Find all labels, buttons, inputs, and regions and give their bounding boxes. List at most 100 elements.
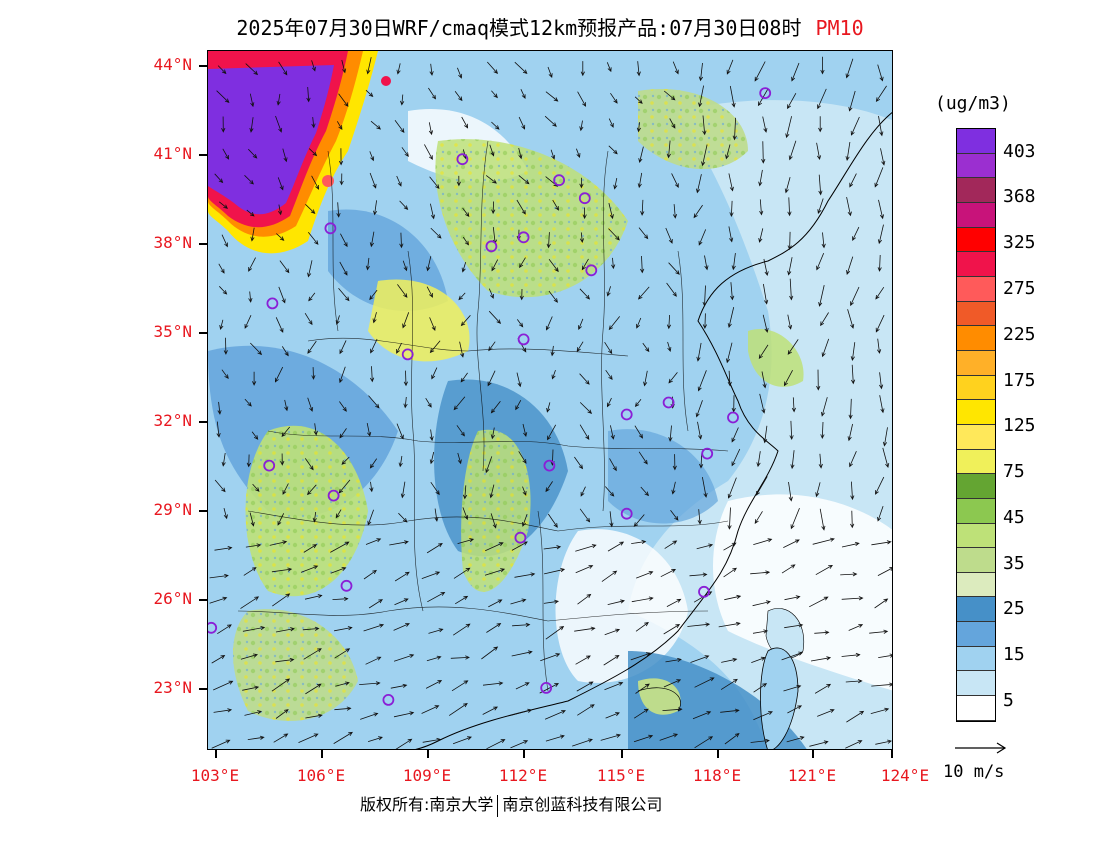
wind-arrow-icon: [789, 278, 794, 301]
wind-arrow-icon: [604, 628, 621, 636]
wind-arrow-icon: [877, 64, 884, 82]
city-marker-icon: [456, 153, 469, 166]
wind-arrow-icon: [311, 175, 320, 190]
wind-arrow-icon: [543, 545, 562, 550]
wind-arrow-icon: [696, 174, 702, 194]
wind-arrow-icon: [877, 505, 884, 522]
wind-arrow-icon: [817, 709, 835, 717]
wind-arrow-icon: [575, 655, 591, 665]
wind-arrow-icon: [396, 175, 402, 187]
color-scale-segment: [957, 252, 995, 277]
lon-label: 124°E: [880, 766, 930, 785]
wind-arrow-icon: [522, 423, 528, 437]
wind-arrow-icon: [427, 591, 446, 603]
wind-arrow-icon: [428, 628, 444, 634]
wind-arrow-icon: [605, 712, 620, 719]
wind-arrow-icon: [548, 290, 558, 303]
wind-arrow-icon: [396, 342, 402, 354]
wind-arrow-icon: [610, 425, 615, 440]
wind-arrow-icon: [730, 282, 735, 301]
wind-arrow-icon: [579, 177, 584, 189]
wind-arrow-icon: [607, 541, 625, 552]
color-scale-segment: [957, 622, 995, 647]
wind-arrow-icon: [304, 458, 314, 471]
city-marker-icon: [553, 174, 566, 187]
wind-arrow-icon: [694, 677, 715, 688]
wind-arrow-icon: [218, 263, 225, 274]
wind-arrow-icon: [330, 541, 350, 553]
wind-arrow-icon: [642, 342, 650, 353]
wind-arrow-icon: [490, 513, 497, 529]
lon-label: 103°E: [190, 766, 240, 785]
wind-arrow-icon: [339, 401, 347, 412]
legend-level: 275: [1003, 278, 1036, 299]
wind-arrow-icon: [663, 90, 676, 101]
wind-arrow-icon: [488, 341, 496, 352]
wind-arrow-icon: [845, 58, 854, 79]
wind-arrow-icon: [547, 513, 558, 528]
wind-arrow-icon: [462, 207, 470, 218]
wind-arrow-icon: [366, 423, 372, 437]
wind-arrow-icon: [367, 509, 374, 526]
city-marker-icon: [514, 531, 527, 544]
wind-arrow-icon: [816, 369, 821, 391]
wind-arrow-icon: [689, 572, 708, 577]
wind-arrow-icon: [489, 144, 495, 157]
wind-arrow-icon: [852, 226, 860, 242]
wind-arrow-icon: [518, 147, 523, 160]
wind-arrow-icon: [696, 342, 702, 362]
map-title: 2025年07月30日WRF/cmaq模式12km预报产品:07月30日08时 P…: [0, 12, 1100, 41]
wind-arrow-icon: [821, 232, 826, 249]
wind-arrow-icon: [393, 623, 410, 631]
city-marker-icon: [266, 297, 279, 310]
wind-arrow-icon: [847, 309, 855, 329]
lat-tick: [199, 421, 207, 423]
wind-arrow-icon: [426, 286, 433, 298]
lat-label: 38°N: [153, 233, 192, 252]
wind-arrow-icon: [369, 481, 374, 493]
wind-arrow-icon: [452, 736, 472, 745]
wind-arrow-icon: [217, 401, 222, 415]
wind-arrow-icon: [510, 598, 527, 605]
color-scale-segment: [957, 202, 995, 228]
wind-arrow-icon: [275, 366, 284, 383]
legend-level: 15: [1003, 644, 1025, 665]
wind-arrow-icon: [604, 341, 613, 355]
lon-label: 118°E: [692, 766, 742, 785]
lon-label: 112°E: [498, 766, 548, 785]
wind-arrow-icon: [754, 511, 763, 524]
wind-arrow-icon: [393, 654, 415, 662]
color-scale-segment: [957, 375, 995, 401]
wind-arrow-icon: [666, 598, 682, 607]
wind-arrow-icon: [727, 370, 732, 387]
wind-arrow-icon: [272, 593, 291, 607]
wind-arrow-icon: [306, 86, 311, 103]
wind-arrow-icon: [759, 199, 764, 216]
wind-arrow-icon: [545, 481, 553, 493]
wind-arrow-icon: [871, 540, 892, 546]
wind-arrow-icon: [338, 288, 350, 302]
wind-arrow-icon: [338, 479, 351, 494]
wind-arrow-icon: [663, 624, 681, 635]
city-markers: [208, 87, 772, 706]
wind-arrow-icon: [638, 227, 649, 240]
wind-arrow-icon: [396, 423, 404, 440]
city-marker-icon: [485, 240, 498, 253]
wind-arrow-icon: [878, 199, 884, 220]
wind-arrow-icon: [360, 712, 379, 720]
wind-arrow-icon: [428, 87, 437, 100]
wind-arrow-icon: [810, 656, 832, 662]
city-marker-icon: [340, 579, 353, 592]
wind-arrow-icon: [630, 652, 651, 661]
wind-arrow-icon: [576, 341, 584, 352]
wind-arrow-icon: [221, 234, 228, 248]
wind-arrow-icon: [878, 115, 884, 137]
wind-arrow-icon: [845, 679, 863, 684]
wind-arrow-icon: [490, 400, 501, 414]
wind-arrow-icon: [487, 370, 496, 387]
wind-arrow-icon: [725, 144, 731, 160]
wind-arrow-icon: [548, 258, 559, 273]
wind-arrow-icon: [303, 648, 322, 660]
wind-arrow-icon: [512, 622, 531, 627]
wind-arrow-icon: [579, 424, 590, 441]
